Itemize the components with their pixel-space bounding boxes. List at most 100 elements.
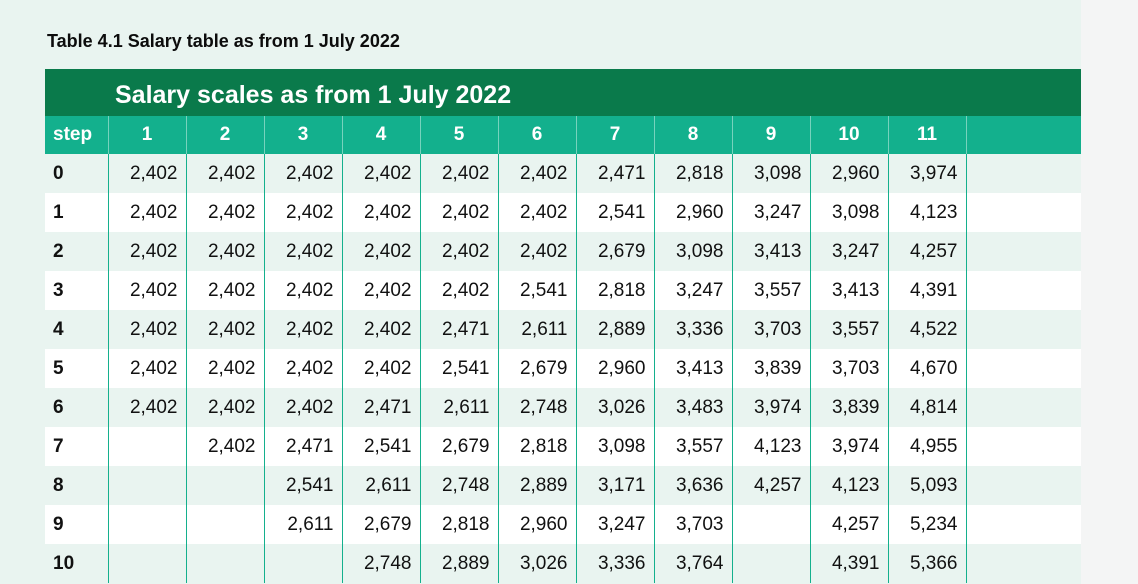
salary-cell: 4,955 [888,427,967,466]
empty-cell [966,349,1081,388]
salary-cell: 3,247 [810,232,889,271]
empty-cell [966,310,1081,349]
salary-cell: 4,670 [888,349,967,388]
salary-cell: 3,098 [654,232,733,271]
salary-cell: 2,541 [576,193,655,232]
salary-cell: 3,098 [810,193,889,232]
salary-cell: 3,764 [654,544,733,583]
salary-cell: 2,611 [264,505,343,544]
salary-cell: 2,541 [264,466,343,505]
banner-title: Salary scales as from 1 July 2022 [115,81,512,109]
empty-cell [966,154,1081,193]
salary-cell: 2,818 [420,505,499,544]
salary-cell: 2,960 [576,349,655,388]
empty-header-cell [966,116,1081,154]
salary-cell: 2,402 [108,271,187,310]
salary-cell [732,505,811,544]
salary-cell: 2,402 [264,232,343,271]
salary-cell: 2,402 [342,193,421,232]
salary-cell: 2,402 [342,349,421,388]
salary-cell: 3,974 [732,388,811,427]
salary-cell [186,544,265,583]
salary-cell [732,544,811,583]
salary-cell: 2,402 [108,388,187,427]
table-row: 4 2,402 2,402 2,402 2,402 2,471 2,611 2,889 3,33… [45,310,1081,349]
empty-cell [966,193,1081,232]
salary-cell: 2,402 [420,232,499,271]
salary-cell: 2,402 [264,271,343,310]
salary-cell: 3,336 [654,310,733,349]
salary-cell: 2,402 [186,193,265,232]
step-cell: 3 [45,271,109,310]
salary-cell: 3,839 [732,349,811,388]
salary-cell: 3,557 [654,427,733,466]
scale-header-11: 11 [888,116,967,154]
scale-header-6: 6 [498,116,577,154]
table-row: 9 2,611 2,679 2,818 2,960 3,247 3,703 4,257 5,23… [45,505,1081,544]
salary-cell [108,427,187,466]
salary-cell: 2,402 [108,193,187,232]
table-row: 5 2,402 2,402 2,402 2,402 2,541 2,679 2,960 3,41… [45,349,1081,388]
salary-cell: 4,123 [888,193,967,232]
salary-cell: 2,402 [264,388,343,427]
salary-cell: 2,611 [498,310,577,349]
salary-cell: 2,471 [264,427,343,466]
scale-header-9: 9 [732,116,811,154]
empty-cell [966,505,1081,544]
salary-cell: 2,402 [108,310,187,349]
salary-cell: 4,814 [888,388,967,427]
salary-cell: 2,402 [186,232,265,271]
salary-table: step 1 2 3 4 5 6 7 8 9 10 11 0 2,402 2,402 2,402 2,402… [45,116,1081,583]
salary-cell: 3,098 [732,154,811,193]
step-cell: 10 [45,544,109,583]
salary-cell: 5,093 [888,466,967,505]
scale-header-2: 2 [186,116,265,154]
salary-cell: 3,247 [654,271,733,310]
table-row: 1 2,402 2,402 2,402 2,402 2,402 2,402 2,541 2,96… [45,193,1081,232]
salary-cell: 2,402 [420,271,499,310]
salary-cell: 3,839 [810,388,889,427]
table-row: 6 2,402 2,402 2,402 2,471 2,611 2,748 3,026 3,48… [45,388,1081,427]
salary-cell: 2,960 [498,505,577,544]
empty-cell [966,388,1081,427]
salary-cell: 3,026 [576,388,655,427]
scale-header-3: 3 [264,116,343,154]
scale-header-1: 1 [108,116,187,154]
salary-cell: 2,679 [420,427,499,466]
salary-cell: 4,257 [810,505,889,544]
step-cell: 4 [45,310,109,349]
salary-cell: 2,402 [498,193,577,232]
salary-cell: 3,974 [888,154,967,193]
scale-header-10: 10 [810,116,889,154]
salary-cell: 2,402 [420,193,499,232]
salary-cell: 2,960 [810,154,889,193]
salary-cell: 2,402 [342,271,421,310]
salary-cell: 3,336 [576,544,655,583]
table-body: 0 2,402 2,402 2,402 2,402 2,402 2,402 2,471 2,81… [45,154,1081,583]
salary-cell: 2,402 [342,232,421,271]
salary-cell: 4,257 [732,466,811,505]
scale-header-7: 7 [576,116,655,154]
empty-cell [966,466,1081,505]
salary-cell: 2,679 [576,232,655,271]
salary-cell: 2,611 [420,388,499,427]
salary-cell: 2,889 [420,544,499,583]
salary-cell: 5,234 [888,505,967,544]
empty-cell [966,232,1081,271]
salary-cell: 2,541 [420,349,499,388]
salary-cell: 2,960 [654,193,733,232]
salary-cell [108,544,187,583]
salary-cell: 3,636 [654,466,733,505]
salary-cell: 2,402 [264,154,343,193]
salary-cell: 2,402 [186,427,265,466]
step-cell: 0 [45,154,109,193]
salary-cell: 2,611 [342,466,421,505]
salary-cell: 2,748 [420,466,499,505]
salary-cell: 5,366 [888,544,967,583]
salary-cell: 2,541 [498,271,577,310]
salary-cell: 3,557 [810,310,889,349]
salary-cell: 2,818 [576,271,655,310]
salary-cell: 2,471 [420,310,499,349]
salary-cell: 3,703 [732,310,811,349]
table-row: 3 2,402 2,402 2,402 2,402 2,402 2,541 2,818 3,24… [45,271,1081,310]
